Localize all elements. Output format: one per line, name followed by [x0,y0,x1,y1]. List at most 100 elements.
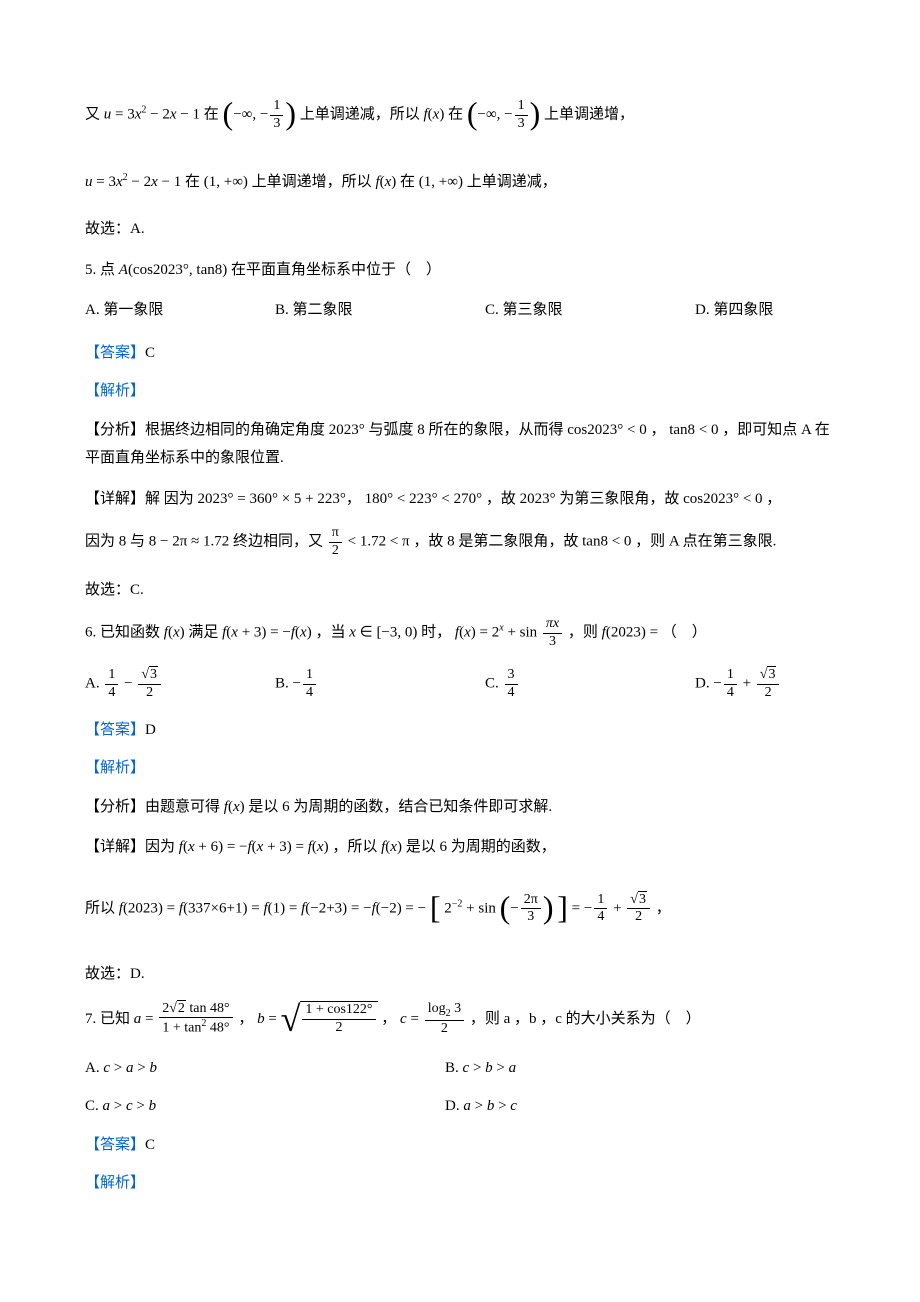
text: ， [381,1011,396,1027]
text: ， [238,1011,253,1027]
q7-opt-c: C. a > c > b [85,1092,445,1121]
q6-stem: 6. 已知函数 f(x) 满足 f(x + 3) = −f(x) ，当 x ∈ … [85,616,835,651]
text: 终边相同，又 [233,534,323,550]
rparen-icon: ) [530,95,541,131]
frac-pi-2: π2 [329,525,342,560]
text: 又 [85,107,100,123]
rbracket-icon: ] [557,889,568,925]
text: 在 [204,107,219,123]
choice-result: 故选：A. [85,215,835,244]
text: ，所以 [332,839,377,855]
interval: (1, +∞) [419,174,463,190]
answer-value: D [145,722,156,738]
answer-value: C [145,345,155,361]
q7-post: ，则 a ，b ，c 的大小关系为（ ） [470,1011,701,1027]
text: 时， [421,625,451,641]
expr: 2023° = 360° × 5 + 223° [198,491,346,507]
expr: 180° < 223° < 270° [365,491,482,507]
text: 【详解】因为 [85,839,175,855]
q7-analysis-label: 【解析】 [85,1169,835,1198]
q6-options: A. 14 − √32 B. −14 C. 34 D. −14 + √32 [85,667,835,702]
rparen-icon: ) [543,889,554,925]
text: 是以 6 为周期的函数， [406,839,556,855]
q7-opt-b: B. c > b > a [445,1054,516,1083]
q7-opt-d: D. a > b > c [445,1092,517,1121]
rparen-icon: ) [285,95,296,131]
q6-answer: 【答案】D [85,716,835,745]
text: ，则 [568,625,598,641]
q7-options-row1: A. c > a > b B. c > b > a [85,1054,835,1083]
answer-label: 【答案】 [85,722,145,738]
expr: < 1.72 < π [348,534,410,550]
q6-pre: 6. 已知函数 [85,625,160,641]
q6-fenxi: 【分析】由题意可得 f(x) 是以 6 为周期的函数，结合已知条件即可求解. [85,793,835,822]
q6-xj-1: 【详解】因为 f(x + 6) = −f(x + 3) = f(x) ，所以 f… [85,833,835,862]
explain-line-1: 又 u = 3x2 − 2x − 1 在 (−∞, −13) 上单调递减，所以 … [85,80,835,150]
q7-options-row2: C. a > c > b D. a > b > c [85,1092,835,1121]
expr: 8 − 2π ≈ 1.72 [149,534,230,550]
text: 在 [185,174,200,190]
frac-pix-3: πx3 [543,616,562,651]
text: 上单调递增， [544,107,634,123]
q7-a-frac: 2√2 tan 48° 1 + tan2 48° [159,1001,232,1038]
neg-inf: −∞, − [478,107,513,123]
q6-opt-d: D. −14 + √32 [695,667,781,702]
q5-opt-c: C. 第三象限 [485,296,695,325]
q6-xj-2: 所以 f(2023) = f(337×6+1) = f(1) = f(−2+3)… [85,874,835,944]
text: 因为 8 与 [85,534,145,550]
q6-opt-b: B. −14 [275,667,485,702]
choice-result: 故选：D. [85,960,835,989]
text: ，故 8 是第二象限角，故 tan8 < 0 ，则 A 点在第三象限. [413,534,776,550]
text: ，当 [315,625,345,641]
text: 上单调递减，所以 [300,107,420,123]
text: ，故 2023° 为第三象限角，故 cos2023° < 0 ， [486,491,781,507]
frac-2pi-3: 2π3 [521,892,541,927]
text: 在 [400,174,415,190]
lbracket-icon: [ [430,889,441,925]
q5-opt-a: A. 第一象限 [85,296,275,325]
q5-answer: 【答案】C [85,339,835,368]
q5-stem: 5. 点 A(cos2023°, tan8) 在平面直角坐标系中位于（ ） [85,256,835,285]
lparen-icon: ( [467,95,478,131]
q7-b-sqrt: √1 + cos122°2 [281,1001,378,1037]
q5-analysis-label: 【解析】 [85,377,835,406]
text: 上单调递减， [467,174,557,190]
text: 【分析】由题意可得 [85,799,220,815]
explain-line-2: u = 3x2 − 2x − 1 在 (1, +∞) 上单调递增，所以 f(x)… [85,166,835,199]
q7-answer: 【答案】C [85,1131,835,1160]
answer-label: 【答案】 [85,345,145,361]
q5-opt-b: B. 第二象限 [275,296,485,325]
answer-value: C [145,1137,155,1153]
frac-1-3: 13 [515,98,528,133]
text: 【详解】解 因为 [85,491,194,507]
q5-pre: 5. 点 [85,262,115,278]
lparen-icon: ( [500,889,511,925]
q7-pre: 7. 已知 [85,1011,130,1027]
q6-opt-a: A. 14 − √32 [85,667,275,702]
q7-c-frac: log2 3 2 [425,1001,464,1038]
text: 满足 [188,625,218,641]
q6-analysis-label: 【解析】 [85,754,835,783]
q7-stem: 7. 已知 a = 2√2 tan 48° 1 + tan2 48° ， b =… [85,1001,835,1038]
q5-post: 在平面直角坐标系中位于（ ） [231,262,441,278]
q6-opt-c: C. 34 [485,667,695,702]
lparen-icon: ( [223,95,234,131]
text: ， [656,900,671,916]
q5-fenxi: 【分析】根据终边相同的角确定角度 2023° 与弧度 8 所在的象限，从而得 c… [85,416,835,473]
neg-inf: −∞, − [233,107,268,123]
answer-label: 【答案】 [85,1137,145,1153]
q5-xiangjie-1: 【详解】解 因为 2023° = 360° × 5 + 223°， 180° <… [85,485,835,514]
text: 所以 [85,900,115,916]
q5-options: A. 第一象限 B. 第二象限 C. 第三象限 D. 第四象限 [85,296,835,325]
q7-opt-a: A. c > a > b [85,1054,445,1083]
choice-result: 故选：C. [85,576,835,605]
q5-opt-d: D. 第四象限 [695,296,773,325]
fx: f [423,107,427,123]
q5-xiangjie-2: 因为 8 与 8 − 2π ≈ 1.72 终边相同，又 π2 < 1.72 < … [85,525,835,560]
frac-1-3: 13 [270,98,283,133]
text: （ ） [662,625,707,641]
math-expr: u [104,107,112,123]
interval: (1, +∞) [204,174,248,190]
text: 是以 6 为周期的函数，结合已知条件即可求解. [248,799,552,815]
text: 在 [448,107,463,123]
